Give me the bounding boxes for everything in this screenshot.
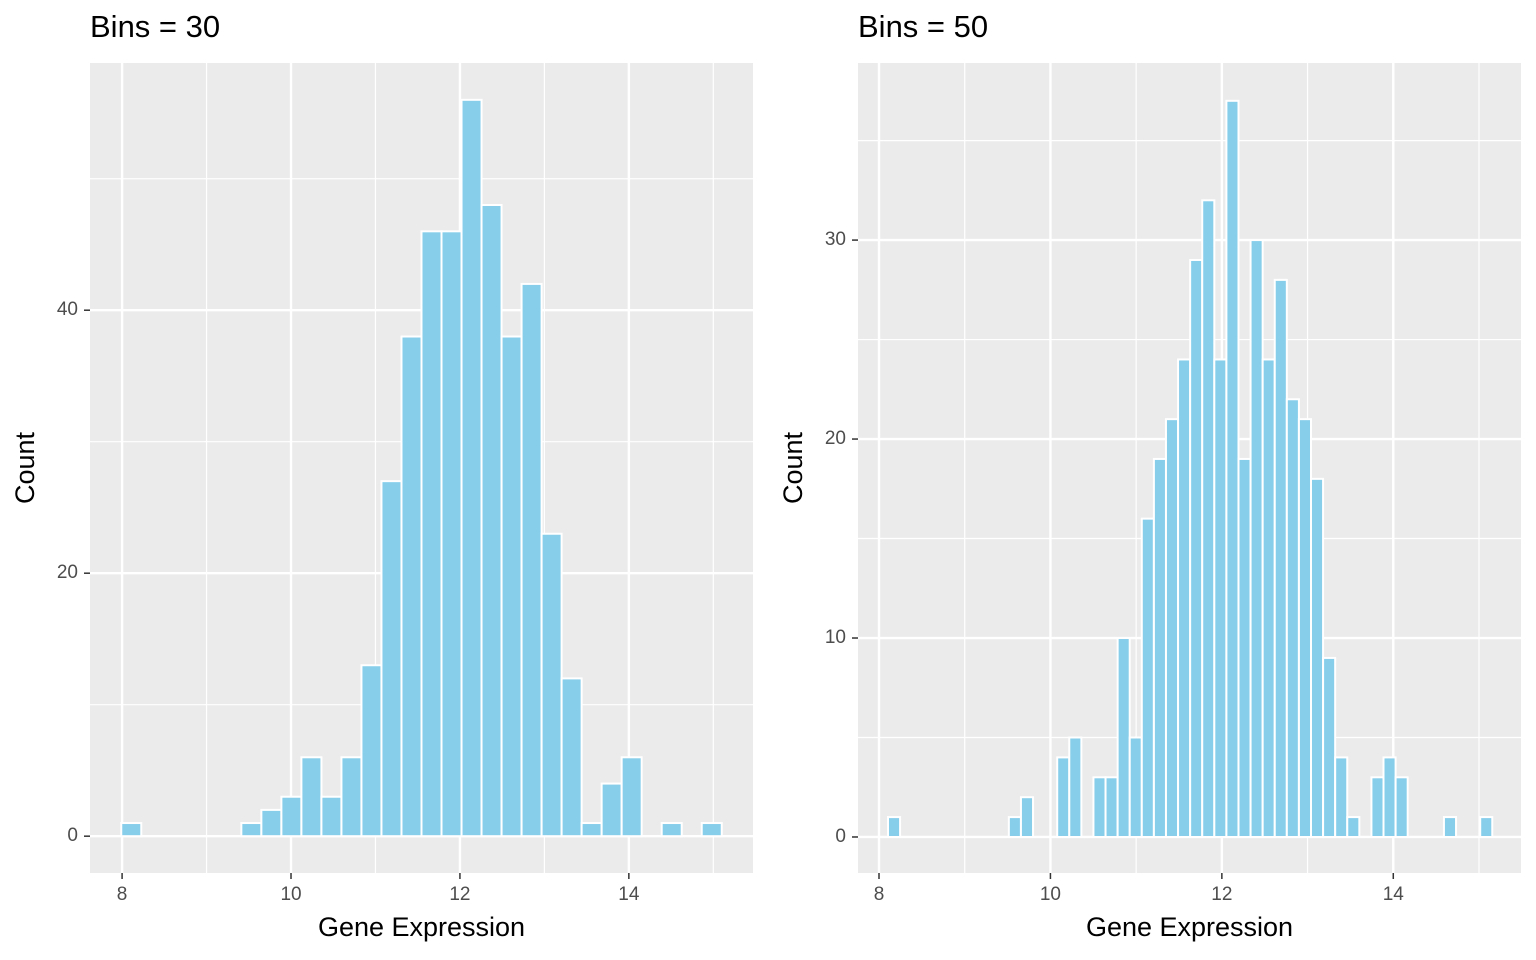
x-axis-label: Gene Expression bbox=[318, 912, 525, 942]
bar bbox=[1213, 358, 1228, 838]
bar bbox=[560, 677, 583, 838]
x-tick-label: 14 bbox=[1383, 884, 1405, 905]
x-axis-label: Gene Expression bbox=[1086, 912, 1293, 942]
bar bbox=[1177, 358, 1192, 838]
x-tick-label: 8 bbox=[117, 884, 128, 905]
bar bbox=[400, 335, 423, 838]
bar bbox=[1104, 776, 1119, 838]
x-tick-label: 12 bbox=[1211, 884, 1232, 905]
bar bbox=[1310, 477, 1325, 838]
bar bbox=[580, 822, 603, 838]
y-tick-label: 40 bbox=[57, 299, 78, 320]
bar bbox=[1201, 199, 1216, 838]
x-tick-label: 8 bbox=[874, 884, 885, 905]
y-tick-label: 0 bbox=[67, 825, 78, 846]
bar bbox=[1019, 796, 1035, 838]
bar bbox=[1382, 756, 1397, 838]
y-tick-label: 0 bbox=[835, 826, 846, 847]
bar bbox=[1225, 99, 1240, 838]
bar bbox=[1092, 776, 1107, 838]
bar bbox=[1285, 398, 1300, 838]
x-tick-label: 10 bbox=[1040, 884, 1061, 905]
bar bbox=[500, 335, 523, 838]
bar bbox=[1346, 816, 1361, 838]
y-tick-label: 30 bbox=[825, 229, 846, 250]
chart-title: Bins = 30 bbox=[90, 9, 220, 44]
bar bbox=[1140, 517, 1155, 838]
y-tick-label: 20 bbox=[57, 562, 78, 583]
bar bbox=[460, 98, 483, 838]
x-tick-label: 14 bbox=[618, 884, 640, 905]
bar bbox=[620, 756, 643, 838]
bar bbox=[480, 204, 503, 838]
bar bbox=[260, 808, 283, 838]
bar bbox=[1322, 656, 1337, 838]
bar bbox=[1189, 258, 1204, 838]
bar bbox=[887, 816, 902, 838]
bar bbox=[520, 282, 543, 838]
bar bbox=[440, 230, 463, 838]
bar bbox=[1237, 457, 1252, 838]
bar bbox=[1007, 816, 1022, 838]
bar bbox=[1056, 756, 1071, 838]
bar bbox=[600, 782, 623, 838]
bar bbox=[700, 822, 723, 838]
x-tick-label: 10 bbox=[280, 884, 301, 905]
bar bbox=[340, 756, 363, 838]
bar bbox=[240, 822, 263, 838]
bar bbox=[320, 795, 343, 838]
bar bbox=[1249, 239, 1264, 838]
bar bbox=[420, 230, 443, 838]
bar bbox=[1164, 418, 1180, 838]
bar bbox=[1152, 457, 1167, 838]
bar bbox=[1116, 637, 1131, 838]
bar bbox=[1273, 278, 1288, 838]
y-tick-label: 20 bbox=[825, 428, 846, 449]
y-tick-label: 10 bbox=[825, 627, 846, 648]
bar bbox=[300, 756, 323, 838]
bar bbox=[1479, 816, 1494, 838]
bar bbox=[280, 795, 303, 838]
bar bbox=[1068, 736, 1083, 838]
bar bbox=[1261, 358, 1276, 838]
bar bbox=[1297, 418, 1313, 838]
bar bbox=[1370, 776, 1385, 838]
bar bbox=[380, 480, 403, 838]
bar bbox=[360, 664, 383, 838]
bar bbox=[1128, 736, 1143, 838]
y-axis-label: Count bbox=[10, 431, 40, 504]
bar bbox=[120, 822, 143, 838]
x-tick-label: 12 bbox=[449, 884, 470, 905]
bar bbox=[1442, 816, 1458, 838]
bar bbox=[1394, 776, 1409, 838]
chart-title: Bins = 50 bbox=[858, 9, 988, 44]
y-axis-label: Count bbox=[778, 431, 808, 504]
bar bbox=[660, 822, 683, 838]
bar bbox=[540, 532, 563, 838]
bar bbox=[1334, 756, 1349, 838]
